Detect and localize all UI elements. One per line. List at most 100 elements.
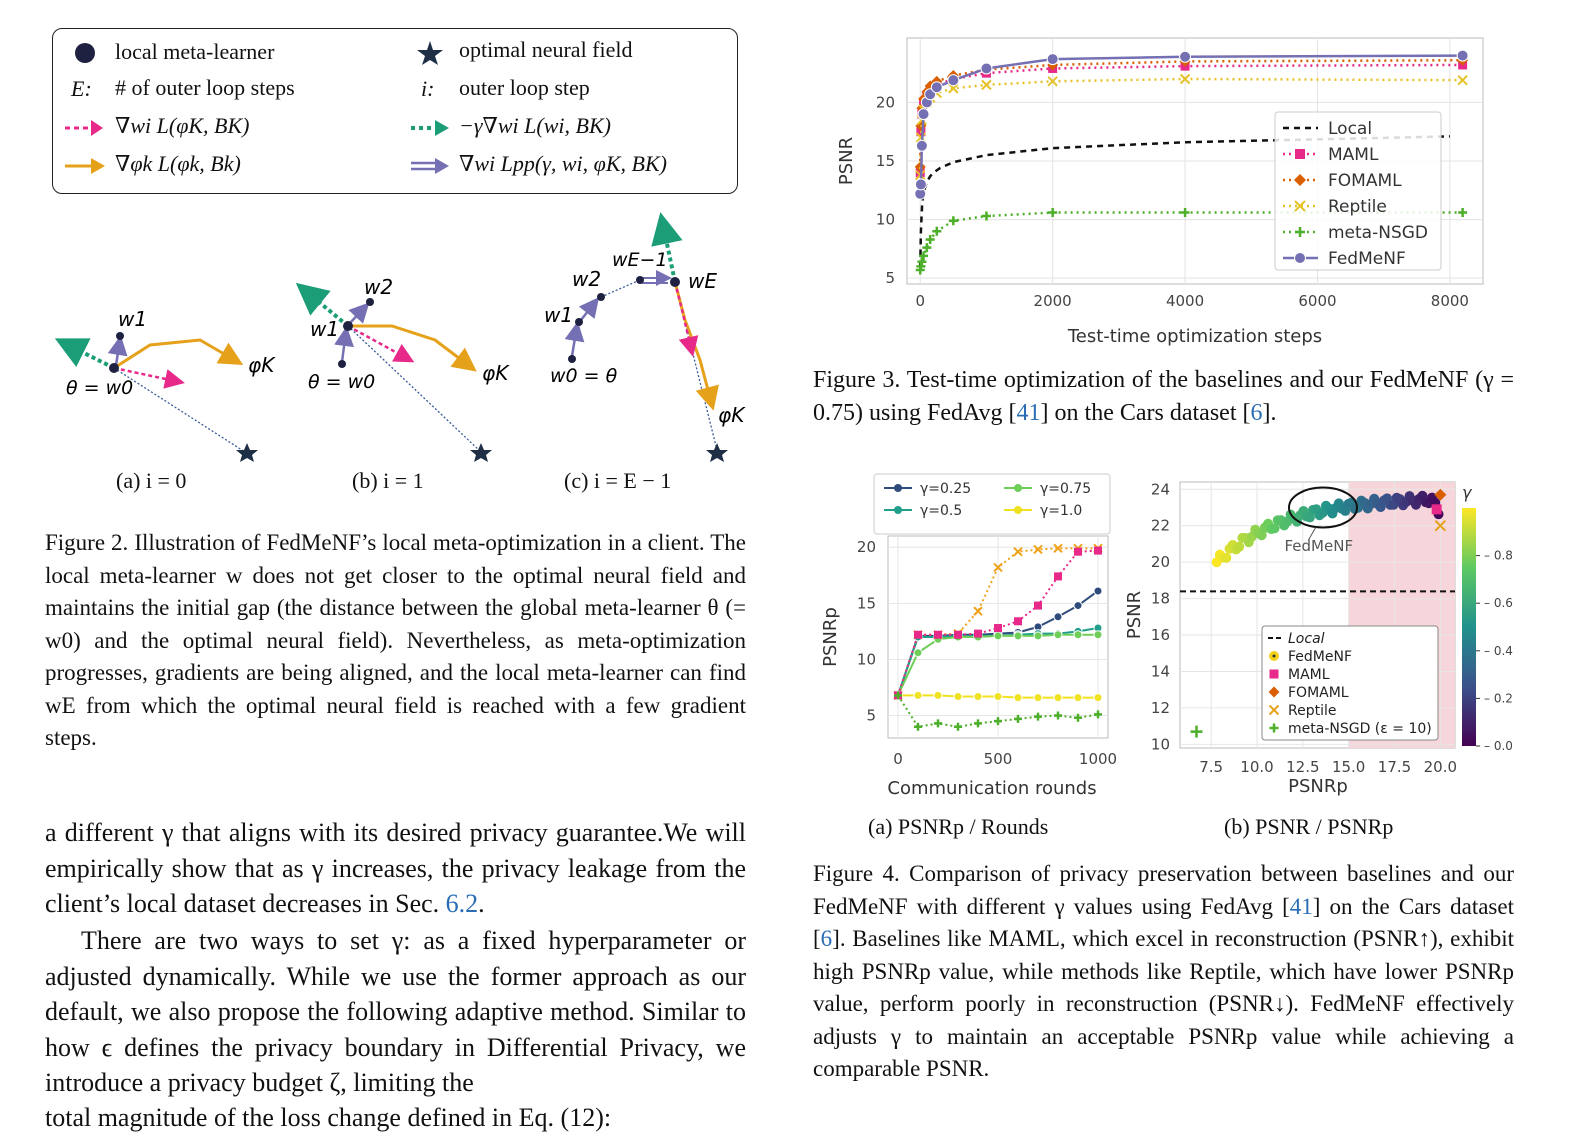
data-point <box>973 606 983 616</box>
x-tick-label: 7.5 <box>1199 758 1223 776</box>
legend-label: γ=0.25 <box>920 481 971 497</box>
body-paragraph-1: a different γ that aligns with its desir… <box>45 818 746 918</box>
colorbar-tick-label: – 0.4 <box>1484 644 1513 658</box>
ref-link-41[interactable]: 41 <box>1289 893 1313 919</box>
data-point <box>1053 630 1063 640</box>
legend-label: FedMeNF <box>1288 649 1352 665</box>
y-tick-label: 10 <box>1151 735 1170 753</box>
fedmenf-point <box>1234 541 1245 552</box>
legend-marker-meta-NSGD <box>1295 227 1305 237</box>
data-point-FedMeNF <box>915 139 928 152</box>
fig4a-xlabel: Communication rounds <box>887 778 1096 799</box>
y-tick-label: 22 <box>1151 517 1170 535</box>
legend-key-i: i: <box>421 76 435 101</box>
legend-marker-FOMAML <box>1294 174 1306 186</box>
fedmenf-point <box>1304 512 1315 523</box>
data-point-Reptile <box>1047 76 1058 87</box>
data-point <box>894 691 902 700</box>
x-tick-label: 20.0 <box>1424 758 1457 776</box>
reptile-point <box>1434 520 1447 532</box>
legend-label: γ=1.0 <box>1040 503 1082 519</box>
data-point-Reptile <box>948 83 959 94</box>
data-point <box>934 719 942 728</box>
data-point <box>1013 631 1023 641</box>
data-point <box>913 690 923 700</box>
x-tick-label: 12.5 <box>1286 758 1319 776</box>
data-point-Reptile <box>1179 73 1191 85</box>
data-point-FedMeNF <box>914 178 927 191</box>
data-point <box>953 691 963 701</box>
svg-text:w2: w2 <box>364 275 393 299</box>
fig2-legend-icons <box>65 41 449 174</box>
fig2-caption-text: Illustration of FedMeNF’s local meta-opt… <box>45 530 746 750</box>
legend-label: Local <box>1288 631 1325 647</box>
fig3-chart: 0 2000 4000 6000 8000 5 10 15 20 Local MAML FOMAML… <box>836 37 1484 347</box>
legend-key-E: E: <box>71 76 92 101</box>
data-point <box>1053 612 1063 622</box>
legend-label-green: −γ∇wi L(wi, BK) <box>459 113 611 138</box>
data-point <box>1034 712 1042 721</box>
legend-label-orange: ∇φk L(φk, Bk) <box>115 151 241 176</box>
data-point <box>1013 547 1023 557</box>
fig3-xlabel: Test-time optimization steps <box>1067 326 1322 347</box>
data-point <box>1074 713 1082 722</box>
legend-label-Reptile: Reptile <box>1328 197 1387 217</box>
fig2-legend: local meta-learner optimal neural field … <box>52 28 738 194</box>
fedmenf-annotation: FedMeNF <box>1285 537 1354 555</box>
data-point-meta-NSGD <box>925 234 935 244</box>
colorbar-label: γ <box>1462 483 1473 502</box>
pink-dashed-arrow-icon <box>65 120 103 136</box>
data-point <box>1074 547 1082 556</box>
data-point-FedMeNF <box>917 108 930 121</box>
y-tick-label: 15 <box>876 152 895 170</box>
data-point <box>974 719 982 728</box>
data-point <box>1034 601 1042 610</box>
y-tick-label: 20 <box>857 538 876 556</box>
fig4a-chart: γ=0.25 γ=0.5 γ=0.75 γ=1.0 0 500 1000 5 10 15 20 C… <box>820 473 1117 799</box>
data-point-FedMeNF <box>930 81 943 94</box>
svg-text:φK: φK <box>248 353 276 377</box>
colorbar-tick-label: – 0.8 <box>1484 549 1513 563</box>
legend-label-pink: ∇wi L(φK, BK) <box>115 113 250 138</box>
series-line <box>897 694 1099 728</box>
fedmenf-point <box>1256 530 1267 541</box>
fig2-subcaption-b: (b) i = 1 <box>352 468 424 493</box>
data-point-meta-NSGD <box>1458 208 1468 218</box>
data-point <box>1073 630 1083 640</box>
colorbar-tick-label: – 0.6 <box>1484 596 1513 610</box>
data-point <box>933 690 943 700</box>
fig2-subcaption-a: (a) i = 0 <box>116 468 187 493</box>
data-point <box>1013 693 1023 703</box>
data-point-meta-NSGD <box>922 243 932 253</box>
legend-marker <box>894 506 902 514</box>
svg-text:wE: wE <box>688 269 717 293</box>
svg-text:w1: w1 <box>118 307 147 331</box>
legend-marker <box>1014 484 1022 492</box>
section-link[interactable]: 6.2 <box>445 889 479 918</box>
data-point-FedMeNF <box>980 62 993 75</box>
ref-link-6[interactable]: 6 <box>1250 399 1263 426</box>
legend-key <box>1268 704 1280 716</box>
fedmenf-point <box>1221 552 1232 563</box>
legend-key-dot <box>1272 654 1276 658</box>
data-point <box>973 691 983 701</box>
green-dotted-arrow-icon <box>411 120 449 136</box>
data-point <box>954 722 962 731</box>
data-point-meta-NSGD <box>932 226 942 236</box>
data-point <box>954 630 962 639</box>
fig2-caption: Figure 2. Illustration of FedMeNF’s loca… <box>45 527 746 755</box>
ref-link-41[interactable]: 41 <box>1016 399 1041 426</box>
data-point <box>974 629 982 638</box>
highlight-ellipse <box>1288 486 1358 529</box>
legend-label-optimal-field: optimal neural field <box>459 37 633 62</box>
data-point-FOMAML <box>924 80 936 92</box>
data-point-Reptile <box>981 79 992 91</box>
ref-link-6[interactable]: 6 <box>820 926 833 951</box>
fig4b-legend <box>1261 625 1439 741</box>
svg-text:wE−1: wE−1 <box>612 249 668 271</box>
data-point <box>1014 617 1022 626</box>
legend-label-FedMeNF: FedMeNF <box>1328 249 1406 269</box>
legend-label: Reptile <box>1288 703 1336 719</box>
fomaml-point <box>1434 488 1447 501</box>
y-tick-label: 10 <box>876 211 895 229</box>
